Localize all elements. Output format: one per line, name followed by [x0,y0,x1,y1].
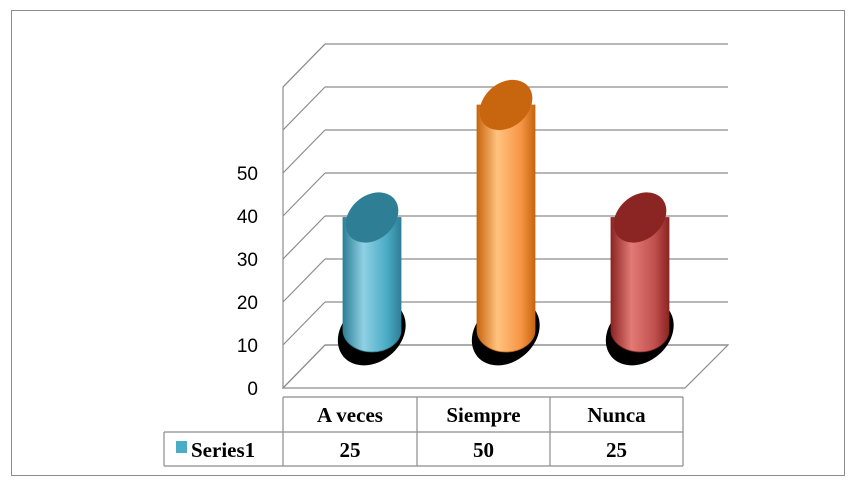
bar-nunca [605,192,674,366]
bar-siempre [471,79,540,366]
y-tick-label: 0 [247,379,258,400]
y-tick-label: 40 [237,207,258,228]
table-category-label: Siempre [446,403,520,427]
bar-top [345,192,399,243]
gridline-side [282,86,326,131]
gridline-side [282,258,326,303]
bar-body [610,217,670,353]
bar-top [613,192,667,243]
legend-key-icon [176,441,187,453]
y-tick-label: 20 [237,293,258,314]
y-tick-label: 30 [237,250,258,271]
gridline-side [282,129,326,174]
y-tick-label: 10 [237,336,258,357]
chart-area [11,10,845,476]
gridline-side [282,301,326,346]
gridline-side [282,215,326,260]
gridline-side [282,43,326,88]
y-axis-ticks: 0 10 20 30 40 50 [237,164,258,400]
bar-body [476,104,536,353]
bars [337,79,674,366]
table-value-label: 50 [473,438,494,462]
series-name-label: Series1 [191,438,255,462]
table-category-label: A veces [317,403,383,427]
table-value-label: 25 [606,438,627,462]
gridline-side [282,344,326,389]
bar-a-veces [337,192,406,366]
table-value-label: 25 [340,438,361,462]
y-tick-label: 50 [237,164,258,185]
table-category-label: Nunca [587,403,646,427]
bar-body [342,217,402,353]
data-table: A veces Siempre Nunca 25 50 25 Series1 [163,396,684,467]
gridline-side [282,172,326,217]
bar-top [479,79,533,131]
